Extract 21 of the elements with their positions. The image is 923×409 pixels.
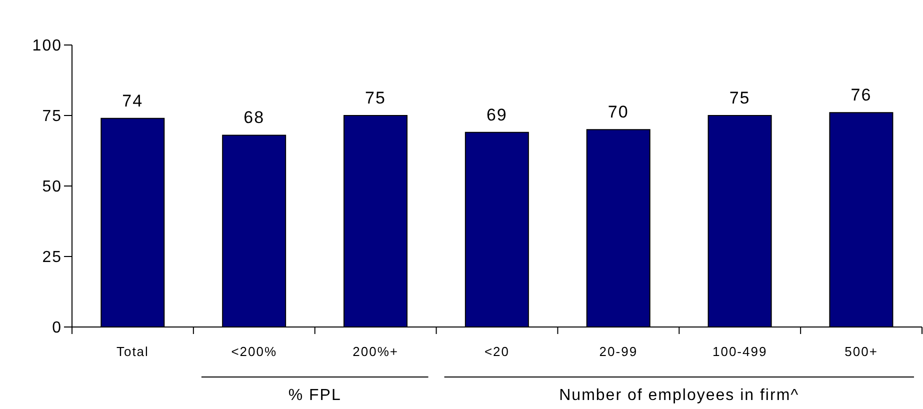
data-label: 70	[608, 102, 629, 122]
x-tick-label: Total	[116, 344, 149, 360]
data-label: 74	[122, 91, 144, 110]
data-label: 69	[486, 105, 508, 124]
text: Number of employees in firm^	[559, 387, 800, 404]
y-tick-label: 25	[42, 249, 62, 266]
data-label: 68	[244, 108, 265, 128]
x-tick-label: 200%+	[352, 344, 398, 360]
y-tick-label: 100	[32, 38, 62, 55]
x-tick-label: 100-499	[712, 344, 768, 360]
text: % FPL	[288, 387, 342, 404]
x-tick-label: 500+	[844, 344, 878, 360]
y-tick-label: 0	[52, 320, 62, 337]
y-tick-label: 75	[42, 108, 62, 126]
x-tick-label: <20	[484, 344, 510, 360]
x-tick-label: <200%	[231, 344, 278, 360]
data-label: 75	[365, 88, 386, 108]
data-label: 76	[850, 86, 872, 105]
x-tick-label: 20-99	[599, 344, 638, 360]
data-label: 75	[729, 88, 750, 108]
y-tick-label: 50	[42, 178, 62, 196]
